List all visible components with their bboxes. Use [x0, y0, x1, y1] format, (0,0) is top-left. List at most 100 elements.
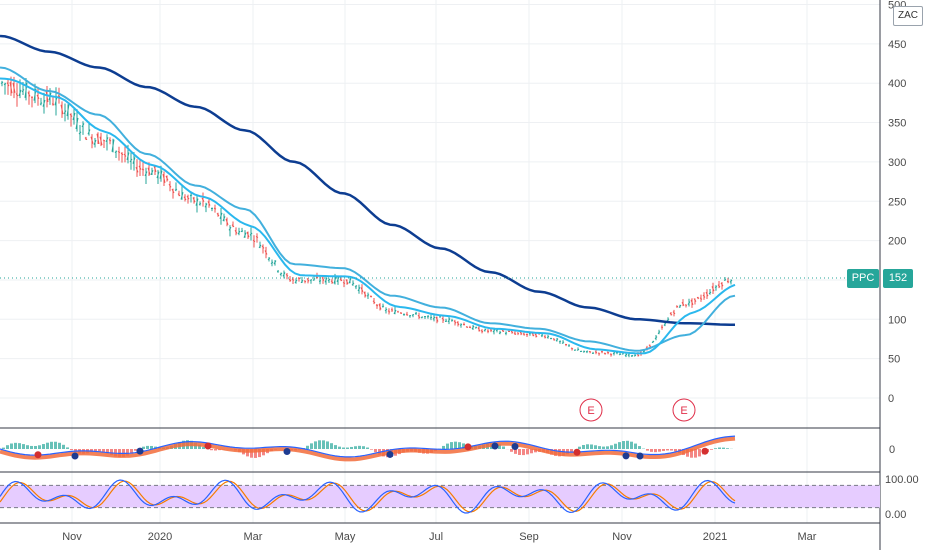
- candle-body: [348, 278, 352, 284]
- candle-body: [513, 332, 517, 335]
- macd-histogram-bar: [198, 444, 201, 449]
- candle-body: [204, 203, 208, 208]
- macd-cross-dot: [464, 443, 472, 451]
- macd-signal-line: [0, 436, 736, 462]
- candle-body: [174, 188, 178, 191]
- candle-body: [474, 326, 478, 329]
- candle-body: [444, 320, 448, 323]
- macd-histogram-bar: [358, 445, 361, 449]
- macd-histogram-bar: [582, 444, 585, 449]
- macd-histogram-bar: [70, 449, 73, 451]
- candle-body: [588, 350, 592, 353]
- candle-body: [456, 321, 460, 326]
- macd-histogram-bar: [38, 445, 41, 449]
- macd-histogram-bar: [626, 440, 629, 449]
- candle-body: [126, 152, 130, 160]
- candle-body: [21, 89, 25, 93]
- candle-body: [372, 300, 376, 304]
- macd-histogram-bar: [326, 441, 329, 449]
- earnings-marker-1[interactable]: E: [579, 398, 603, 422]
- candle-body: [318, 280, 322, 282]
- candle-body: [447, 318, 451, 323]
- candle-body: [480, 330, 484, 333]
- symbol-compare-box[interactable]: ZAC: [893, 6, 923, 26]
- macd-histogram-bar: [590, 444, 593, 449]
- candle-body: [141, 168, 145, 171]
- candle-body: [576, 348, 580, 351]
- macd-histogram-bar: [666, 449, 669, 451]
- macd-histogram-bar: [606, 446, 609, 449]
- macd-cross-dot: [636, 452, 644, 460]
- candle-body: [156, 171, 160, 179]
- macd-histogram-bar: [514, 449, 517, 454]
- candle-body: [312, 278, 316, 281]
- candle-body: [213, 207, 217, 210]
- candle-body: [60, 104, 64, 115]
- macd-histogram-bar: [350, 446, 353, 449]
- macd-histogram-bar: [354, 446, 357, 449]
- time-tick-2021: 2021: [703, 531, 727, 543]
- macd-histogram-bar: [458, 442, 461, 449]
- macd-histogram-bar: [654, 449, 657, 453]
- candle-body: [177, 193, 181, 197]
- macd-histogram-bar: [322, 440, 325, 449]
- candle-body: [231, 224, 235, 228]
- macd-histogram-bar: [202, 447, 205, 449]
- earnings-marker-2[interactable]: E: [672, 398, 696, 422]
- macd-histogram-bar: [670, 449, 673, 451]
- candle-body: [147, 167, 151, 175]
- macd-histogram-bar: [690, 449, 693, 458]
- candle-body: [189, 194, 193, 197]
- macd-histogram-bar: [698, 449, 701, 457]
- macd-histogram-bar: [586, 444, 589, 449]
- time-tick-Sep: Sep: [519, 531, 539, 543]
- candle-body: [705, 291, 709, 297]
- candle-body: [342, 282, 346, 284]
- macd-cross-dot: [71, 452, 79, 460]
- time-tick-Nov: Nov: [612, 531, 632, 543]
- candle-body: [87, 129, 91, 135]
- candle-body: [252, 239, 256, 243]
- candle-body: [114, 150, 118, 153]
- macd-histogram-bar: [578, 446, 581, 449]
- macd-histogram-bar: [258, 449, 261, 458]
- candle-body: [420, 316, 424, 319]
- candle-body: [633, 354, 637, 357]
- candle-body: [510, 330, 514, 334]
- macd-histogram-bar: [146, 445, 149, 449]
- macd-histogram-bar: [34, 445, 37, 449]
- candle-body: [207, 201, 211, 206]
- candle-body: [519, 331, 523, 335]
- candle-body: [603, 352, 607, 355]
- price-tag-value: 152: [883, 269, 913, 288]
- candle-body: [597, 352, 601, 355]
- macd-cross-dot: [701, 447, 709, 455]
- candle-body: [300, 279, 304, 284]
- macd-histogram-bar: [714, 448, 717, 449]
- candle-body: [183, 196, 187, 201]
- candle-body: [624, 353, 628, 357]
- macd-histogram-bar: [98, 449, 101, 452]
- macd-histogram-bar: [450, 442, 453, 449]
- candle-body: [501, 329, 505, 332]
- macd-histogram-bar: [46, 442, 49, 449]
- macd-histogram-bar: [310, 443, 313, 449]
- macd-histogram-bar: [602, 446, 605, 449]
- candle-body: [453, 320, 457, 324]
- macd-histogram-bar: [150, 445, 153, 449]
- macd-histogram-bar: [598, 446, 601, 449]
- candle-body: [357, 287, 361, 292]
- macd-histogram-bar: [498, 444, 501, 449]
- candle-body: [540, 334, 544, 337]
- candle-body: [309, 279, 313, 281]
- candle-body: [258, 244, 262, 249]
- candle-body: [504, 332, 508, 334]
- candle-body: [261, 245, 265, 249]
- macd-histogram-bar: [22, 444, 25, 449]
- macd-histogram-bar: [694, 449, 697, 458]
- candle-body: [150, 170, 154, 175]
- candle-body: [414, 312, 418, 315]
- macd-histogram-bar: [14, 442, 17, 449]
- candle-body: [240, 230, 244, 233]
